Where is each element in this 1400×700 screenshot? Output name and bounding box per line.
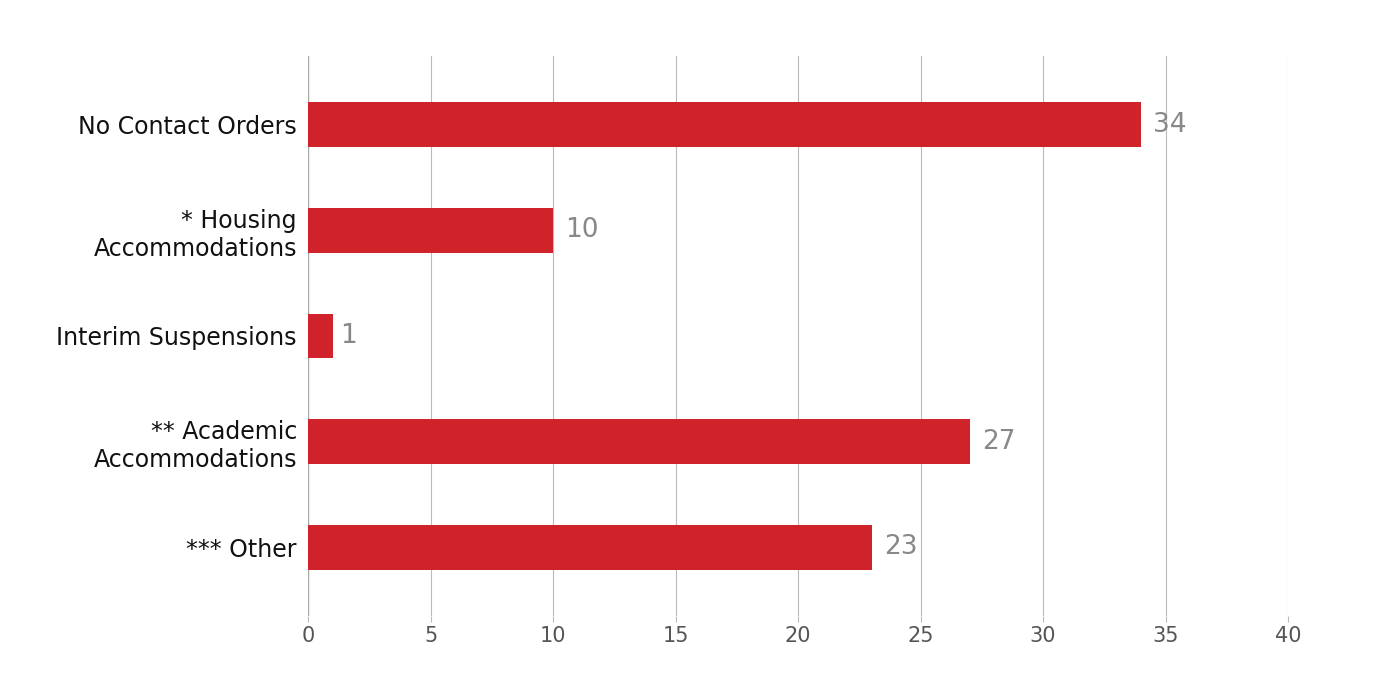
Bar <box>308 314 333 358</box>
Text: 23: 23 <box>883 534 917 560</box>
Text: 34: 34 <box>1154 112 1187 138</box>
Bar <box>308 419 969 464</box>
Text: 27: 27 <box>981 428 1015 455</box>
Bar <box>308 102 1141 147</box>
Bar <box>308 208 553 253</box>
Bar <box>308 525 871 570</box>
Text: 10: 10 <box>566 217 599 244</box>
Text: 1: 1 <box>340 323 357 349</box>
